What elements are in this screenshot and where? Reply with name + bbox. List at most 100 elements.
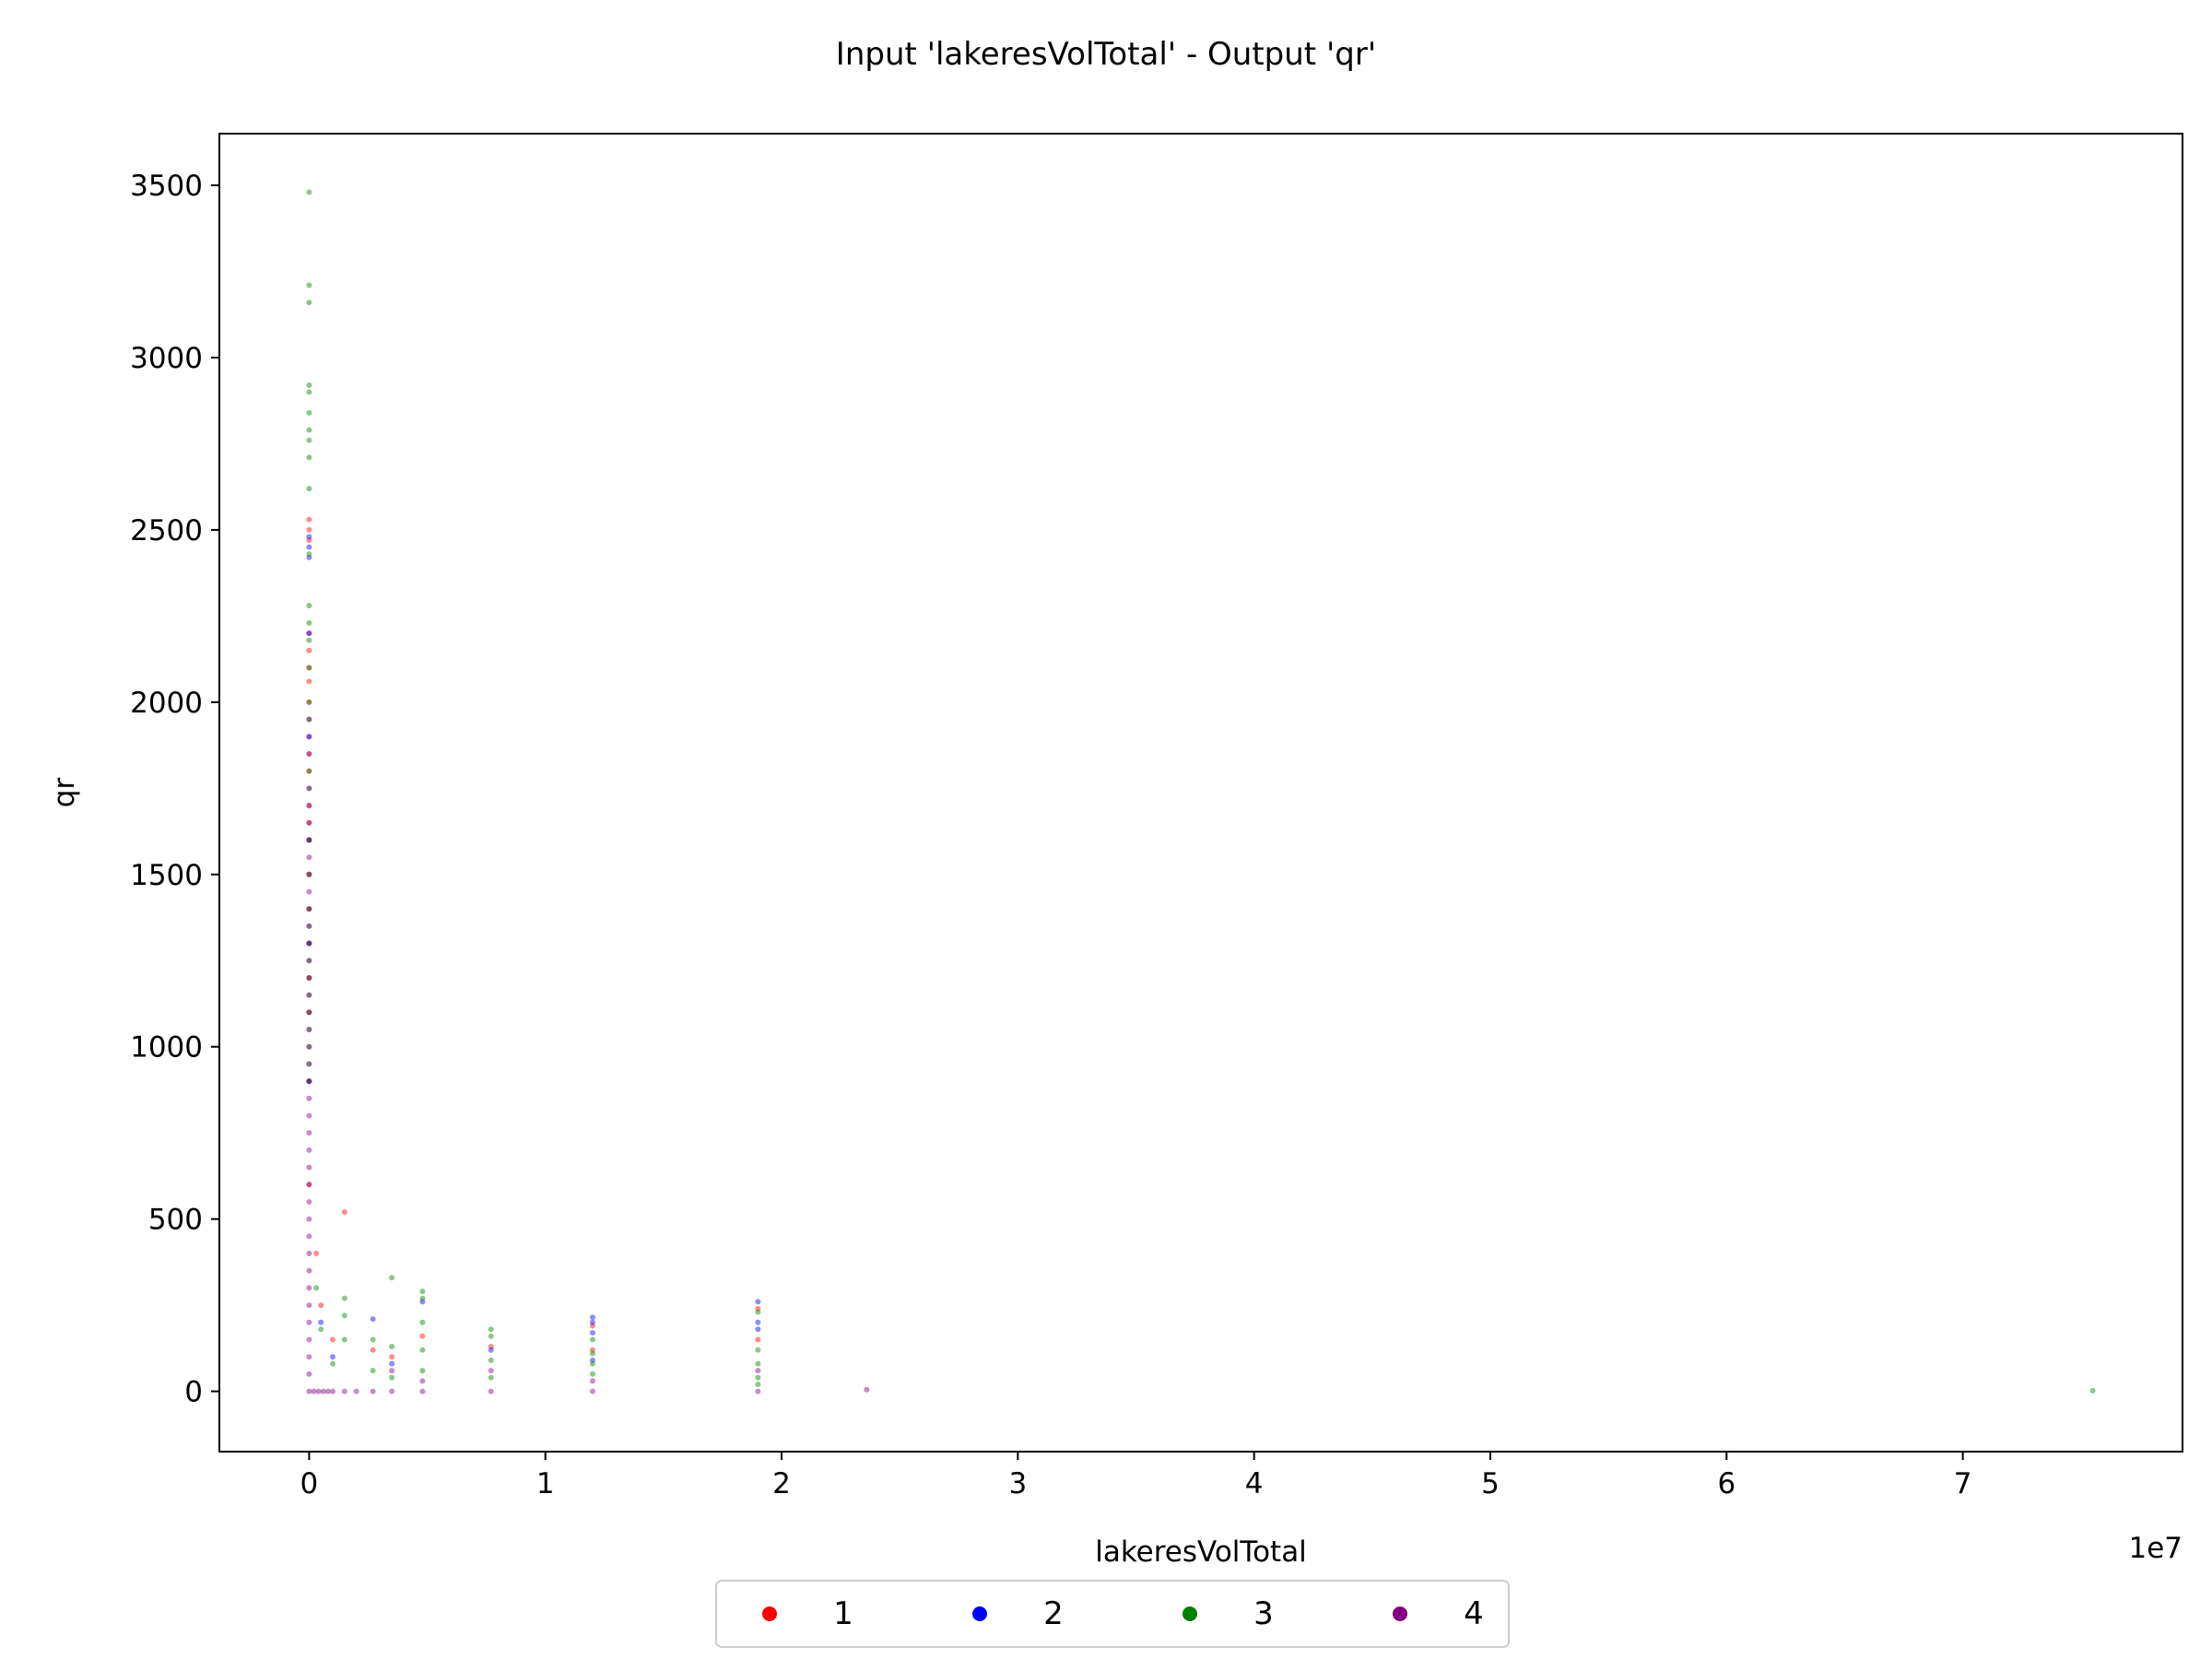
data-point-series-4 — [306, 854, 312, 861]
data-point-series-4 — [306, 1233, 312, 1240]
data-point-series-1 — [330, 1336, 336, 1343]
data-point-series-4 — [306, 1043, 312, 1050]
data-point-series-4 — [341, 1388, 347, 1394]
data-point-series-2 — [306, 837, 312, 843]
data-point-series-3 — [2089, 1387, 2096, 1394]
data-point-series-1 — [306, 537, 312, 544]
data-point-series-3 — [341, 1295, 347, 1301]
data-point-series-3 — [306, 923, 312, 929]
data-point-series-3 — [306, 409, 312, 416]
plot-area-frame — [218, 133, 2183, 1453]
data-point-series-4 — [306, 940, 312, 947]
data-point-series-3 — [306, 837, 312, 843]
data-point-series-3 — [306, 785, 312, 792]
x-tick-label: 5 — [1481, 1467, 1500, 1500]
x-tick-label: 7 — [1954, 1467, 1972, 1500]
data-point-series-3 — [589, 1360, 595, 1367]
y-tick-label: 0 — [184, 1376, 203, 1409]
data-point-series-3 — [306, 454, 312, 461]
data-point-series-3 — [306, 1061, 312, 1067]
data-point-series-2 — [589, 1330, 595, 1336]
data-point-series-1 — [306, 819, 312, 826]
legend-label-series-3: 3 — [1253, 1595, 1274, 1632]
data-point-series-4 — [353, 1388, 359, 1394]
data-point-series-4 — [306, 1216, 312, 1222]
data-point-series-4 — [320, 1388, 326, 1394]
data-point-series-4 — [306, 1078, 312, 1085]
x-axis-offset-label: 1e7 — [2128, 1532, 2183, 1565]
data-point-series-3 — [306, 768, 312, 774]
data-point-series-2 — [488, 1347, 494, 1353]
data-point-series-4 — [589, 1378, 595, 1384]
data-point-series-1 — [306, 871, 312, 877]
y-tick-label: 2000 — [130, 687, 203, 720]
data-point-series-1 — [341, 1209, 347, 1216]
legend-marker-series-4 — [1393, 1606, 1407, 1621]
data-point-series-3 — [306, 189, 312, 195]
data-point-series-4 — [311, 1388, 317, 1394]
data-point-series-1 — [589, 1347, 595, 1353]
data-point-series-4 — [306, 1336, 312, 1343]
data-point-series-3 — [755, 1360, 761, 1367]
data-point-series-1 — [306, 1009, 312, 1016]
data-point-series-3 — [306, 906, 312, 912]
data-point-series-4 — [306, 819, 312, 826]
data-point-series-4 — [755, 1388, 761, 1394]
x-axis-ticks: 0 1 2 3 4 5 6 7 — [300, 1452, 1972, 1500]
y-axis-ticks: 0 500 1000 1500 2000 2500 3000 3500 — [130, 170, 219, 1409]
data-point-series-3 — [330, 1360, 336, 1367]
data-point-series-3 — [589, 1350, 595, 1357]
data-point-series-1 — [306, 750, 312, 757]
data-point-series-1 — [306, 974, 312, 981]
data-point-series-3 — [419, 1288, 426, 1295]
data-point-series-4 — [306, 750, 312, 757]
data-point-series-4 — [306, 1027, 312, 1033]
data-point-series-2 — [755, 1326, 761, 1333]
data-point-series-1 — [306, 526, 312, 533]
data-point-series-3 — [370, 1368, 376, 1374]
data-point-series-1 — [306, 940, 312, 947]
data-point-series-2 — [755, 1319, 761, 1325]
data-point-series-3 — [488, 1357, 494, 1363]
legend: 1 2 3 4 — [715, 1580, 1510, 1648]
data-point-series-3 — [589, 1336, 595, 1343]
data-point-series-4 — [306, 1388, 312, 1394]
x-tick-label: 4 — [1245, 1467, 1264, 1500]
data-point-series-4 — [306, 906, 312, 912]
data-point-series-4 — [864, 1386, 870, 1393]
data-point-series-1 — [370, 1347, 376, 1353]
data-point-series-4 — [419, 1378, 426, 1384]
data-point-series-3 — [389, 1374, 395, 1381]
data-point-series-3 — [306, 958, 312, 964]
data-point-series-3 — [755, 1374, 761, 1381]
data-point-series-4 — [488, 1388, 494, 1394]
y-tick-label: 3000 — [130, 342, 203, 375]
y-tick-label: 500 — [148, 1204, 203, 1237]
data-point-series-3 — [306, 427, 312, 433]
data-point-series-3 — [306, 619, 312, 626]
data-point-series-3 — [306, 603, 312, 609]
data-point-series-3 — [341, 1312, 347, 1319]
data-point-series-2 — [589, 1314, 595, 1321]
y-tick-label: 2500 — [130, 514, 203, 547]
legend-marker-series-3 — [1182, 1606, 1197, 1621]
data-point-series-4 — [306, 1061, 312, 1067]
data-point-series-3 — [306, 1078, 312, 1085]
data-point-series-1 — [389, 1354, 395, 1360]
data-point-series-1 — [755, 1336, 761, 1343]
data-point-series-4 — [306, 1285, 312, 1291]
data-point-series-1 — [488, 1343, 494, 1349]
data-point-series-3 — [306, 282, 312, 288]
data-point-series-3 — [318, 1326, 324, 1333]
data-point-series-4 — [306, 1371, 312, 1377]
legend-marker-series-2 — [972, 1606, 987, 1621]
data-point-series-2 — [306, 544, 312, 550]
data-point-series-4 — [306, 958, 312, 964]
data-point-series-4 — [389, 1388, 395, 1394]
data-point-series-1 — [313, 1251, 320, 1257]
data-point-series-4 — [306, 1354, 312, 1360]
data-point-series-4 — [419, 1388, 426, 1394]
data-point-series-3 — [306, 992, 312, 998]
